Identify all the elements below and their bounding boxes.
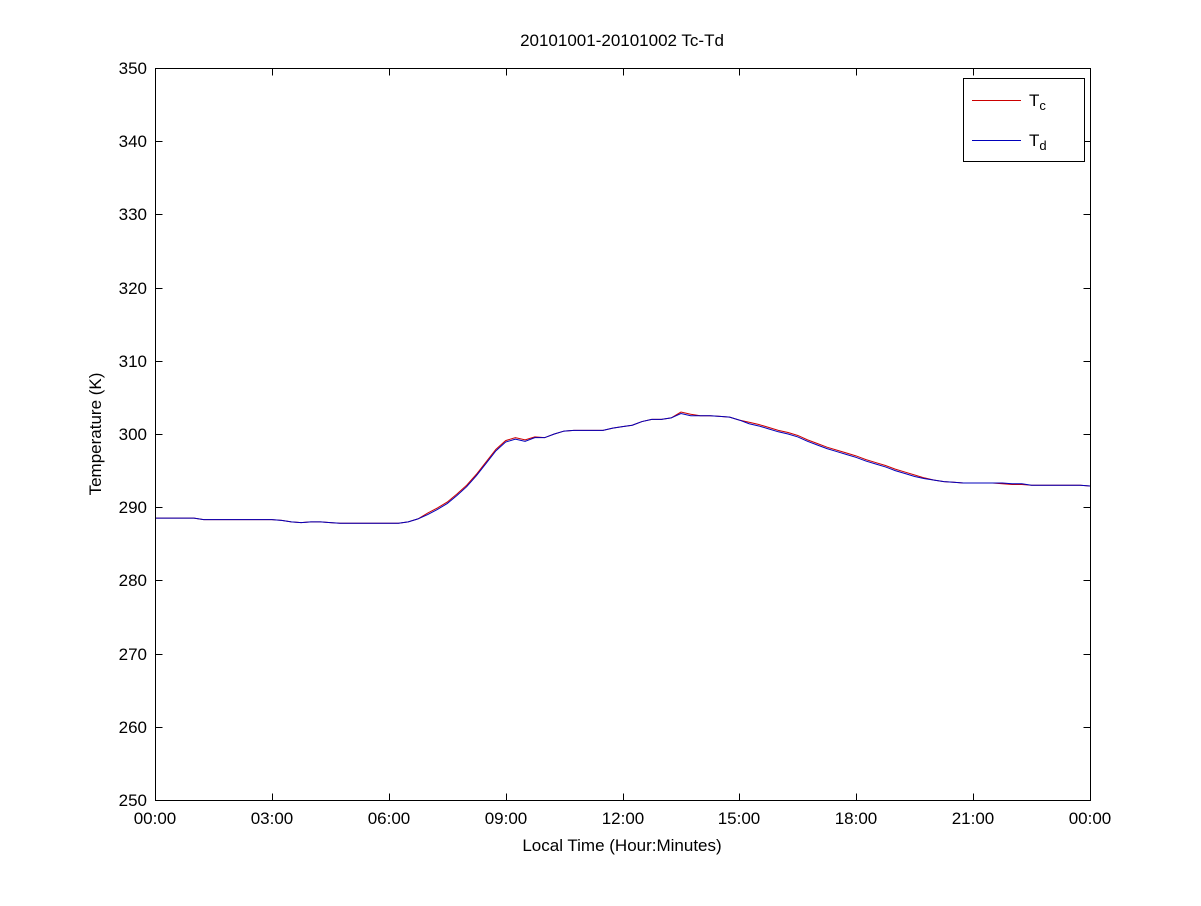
y-tick-label: 340 xyxy=(119,132,147,151)
axes-group: 00:00 03:00 06:00 09:00 12:00 15:00 18:00 21:00… xyxy=(119,59,1112,828)
y-tick-label: 250 xyxy=(119,791,147,810)
series-line-tc xyxy=(155,411,1091,524)
x-tick-label: 03:00 xyxy=(251,809,294,828)
legend: Tc Td xyxy=(963,78,1085,162)
y-axis-label: Temperature (K) xyxy=(86,373,105,496)
x-tick-label: 12:00 xyxy=(602,809,645,828)
y-tick-label: 320 xyxy=(119,279,147,298)
x-tick-label: 00:00 xyxy=(1069,809,1112,828)
y-tick-label: 290 xyxy=(119,498,147,517)
plot-box xyxy=(155,68,1091,801)
y-tick-label: 270 xyxy=(119,645,147,664)
x-tick-label: 09:00 xyxy=(485,809,528,828)
y-tick-label: 350 xyxy=(119,59,147,78)
series-line-td xyxy=(155,412,1091,524)
y-tick-label: 330 xyxy=(119,205,147,224)
x-tick-label: 00:00 xyxy=(134,809,177,828)
chart-title: 20101001-20101002 Tc-Td xyxy=(520,31,724,50)
y-tick-label: 280 xyxy=(119,571,147,590)
x-tick-label: 06:00 xyxy=(368,809,411,828)
x-tick-label: 15:00 xyxy=(718,809,761,828)
legend-box xyxy=(963,78,1085,162)
y-tick-label: 310 xyxy=(119,352,147,371)
y-tick-label: 300 xyxy=(119,425,147,444)
y-tick-label: 260 xyxy=(119,718,147,737)
legend-label-tc: Tc xyxy=(1029,91,1046,113)
legend-label-td: Td xyxy=(1029,131,1047,153)
x-tick-label: 21:00 xyxy=(952,809,995,828)
series-group xyxy=(155,411,1091,524)
x-tick-label: 18:00 xyxy=(835,809,878,828)
x-axis-label: Local Time (Hour:Minutes) xyxy=(522,836,721,855)
